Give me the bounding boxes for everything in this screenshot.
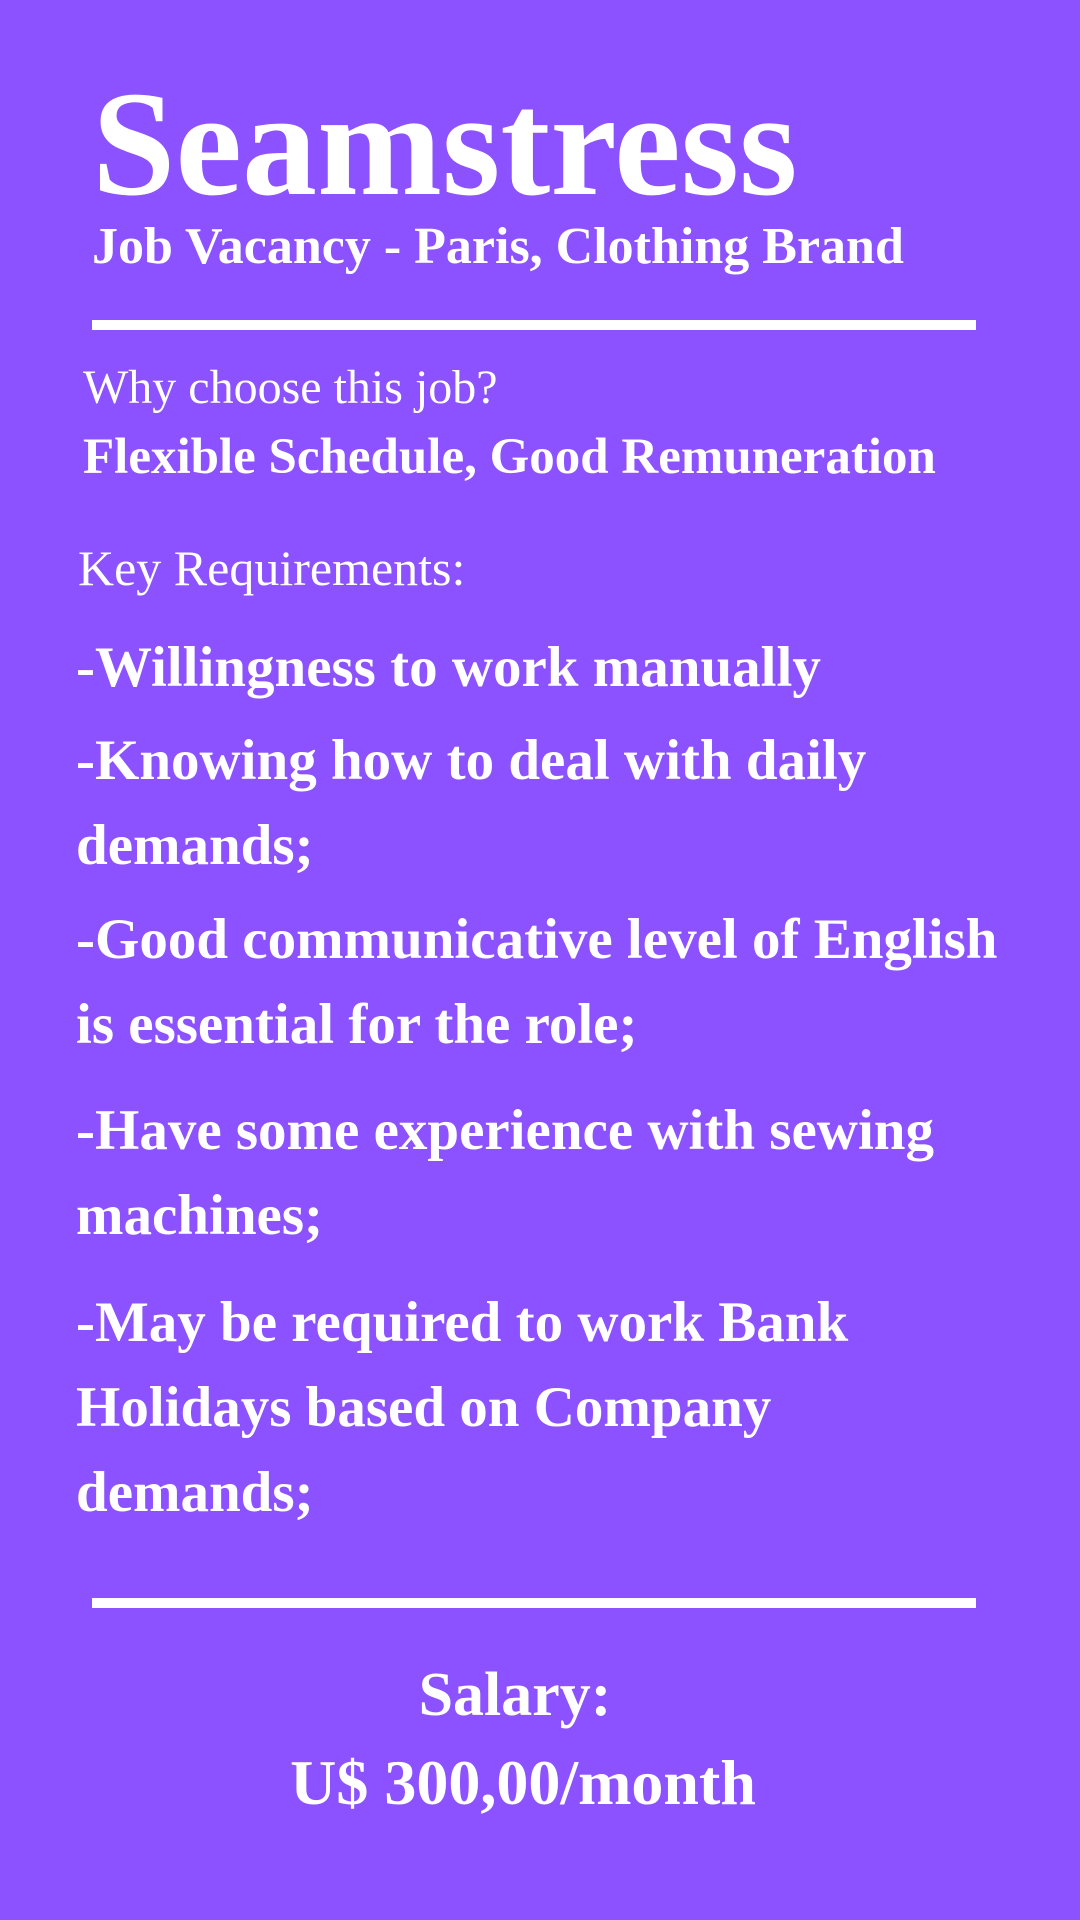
job-subtitle: Job Vacancy - Paris, Clothing Brand	[92, 218, 904, 275]
requirement-item: -Have some experience with sewing machin…	[76, 1099, 934, 1247]
salary-value: U$ 300,00/month	[290, 1747, 756, 1818]
key-requirements-label: Key Requirements:	[78, 540, 466, 596]
salary-label: Salary:	[418, 1661, 612, 1729]
top-divider	[92, 320, 976, 330]
job-title: Seamstress	[92, 61, 798, 227]
why-choose-answer: Flexible Schedule, Good Remuneration	[83, 429, 936, 485]
requirement-item: -Good communicative level of English is …	[76, 908, 998, 1056]
why-choose-label: Why choose this job?	[83, 361, 498, 414]
requirement-item: -Knowing how to deal with daily demands;	[76, 729, 867, 877]
requirement-item: -Willingness to work manually	[76, 636, 821, 699]
bottom-divider	[92, 1598, 976, 1608]
requirement-item: -May be required to work Bank Holidays b…	[76, 1291, 849, 1524]
